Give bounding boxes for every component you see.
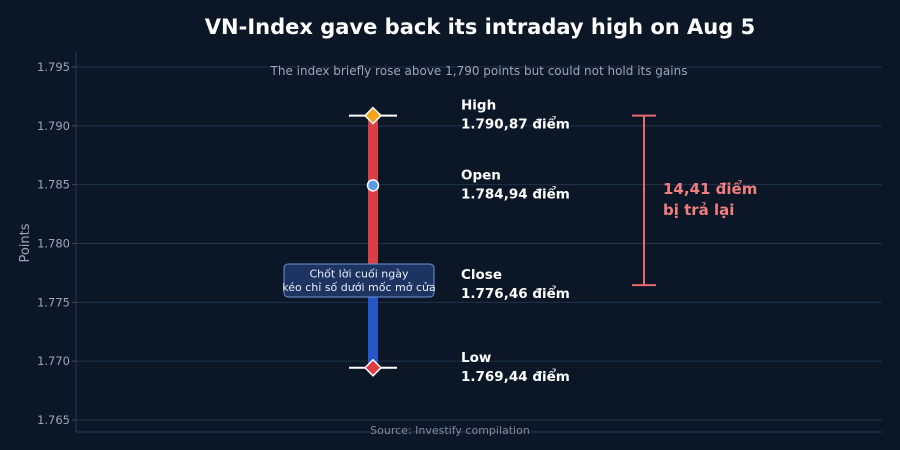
label-low-value: 1.769,44 điểm	[461, 368, 570, 385]
y-tick-label: 1.785	[37, 178, 70, 192]
range-annotation-value: 14,41 điểm	[663, 179, 757, 198]
note-callout: Chốt lời cuối ngày kéo chỉ số dưới mốc m…	[282, 263, 436, 298]
y-axis-label: Points	[18, 223, 33, 262]
note-line-1: Chốt lời cuối ngày	[309, 268, 409, 281]
label-high-value: 1.790,87 điểm	[461, 116, 570, 133]
chart-title: VN-Index gave back its intraday high on …	[205, 15, 755, 39]
y-tick-label: 1.765	[37, 413, 70, 427]
label-low-name: Low	[461, 350, 491, 366]
label-high-name: High	[461, 98, 496, 114]
label-open-name: Open	[461, 167, 501, 183]
range-annotation: 14,41 điểm bị trả lại	[632, 114, 757, 287]
range-annotation-caption: bị trả lại	[663, 201, 734, 219]
chart-subtitle: The index briefly rose above 1,790 point…	[270, 64, 688, 78]
point-label-layer: High 1.790,87 điểm Open 1.784,94 điểm Close 1…	[461, 98, 570, 385]
y-tick-label: 1.795	[37, 60, 70, 74]
note-box	[283, 263, 435, 298]
note-line-2: kéo chỉ số dưới mốc mở cửa	[282, 281, 435, 294]
low-marker	[363, 358, 383, 377]
marker-layer	[363, 106, 383, 377]
source-note: Source: Investify compilation	[370, 424, 530, 437]
bar-high-to-close	[368, 115, 378, 286]
y-axis: 1.765 1.770 1.775 1.780 1.785 1.790 1.795	[37, 52, 882, 433]
y-tick-label: 1.775	[37, 295, 70, 309]
y-tick-label: 1.780	[37, 237, 70, 251]
high-marker	[363, 106, 383, 125]
open-marker	[366, 179, 380, 192]
grid-layer	[76, 66, 882, 421]
label-open-value: 1.784,94 điểm	[461, 185, 570, 202]
label-close-name: Close	[461, 267, 502, 283]
y-tick-label: 1.770	[37, 354, 70, 368]
bar-close-to-low	[368, 285, 378, 368]
label-close-value: 1.776,46 điểm	[461, 285, 570, 302]
range-bar-layer	[349, 114, 397, 369]
y-tick-label: 1.790	[37, 119, 70, 133]
